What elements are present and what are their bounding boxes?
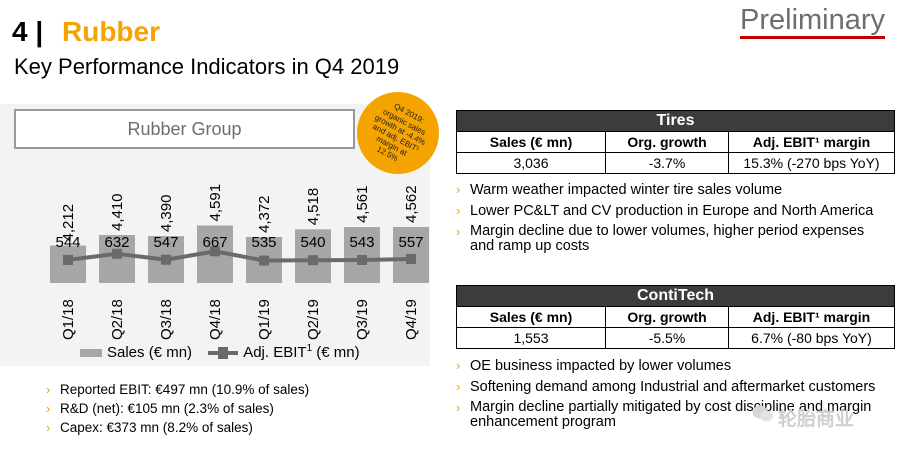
table-header-cell: Org. growth (605, 306, 729, 328)
ebit-point (63, 254, 73, 265)
preliminary-stamp: Preliminary (740, 4, 886, 39)
chart-legend: Sales (€ mn) Adj. EBIT1 (€ mn) (80, 343, 360, 361)
left-bullet: › Capex: €373 mn (8.2% of sales) (46, 420, 253, 435)
left-bullet: › R&D (net): €105 mn (2.3% of sales) (46, 401, 274, 416)
table-header-cell: Adj. EBIT¹ margin (728, 131, 895, 153)
ebit-point (161, 254, 171, 265)
ebit-value-label: 543 (349, 234, 374, 251)
ebit-value-label: 535 (251, 234, 276, 251)
category-label: Q4/19 (403, 299, 420, 340)
sales-value-label: 4,212 (60, 204, 77, 242)
category-label: Q1/19 (256, 299, 273, 340)
sales-value-label: 4,390 (158, 195, 175, 233)
table-header-cell: Org. growth (605, 131, 729, 153)
ebit-value-label: 557 (398, 234, 423, 251)
ebit-point (112, 248, 122, 259)
ebit-point (259, 255, 269, 266)
sales-value-label: 4,562 (403, 185, 420, 223)
table-cell: 6.7% (-80 bps YoY) (728, 327, 895, 349)
legend-sales-swatch (80, 349, 102, 358)
ebit-point (210, 246, 220, 257)
sales-value-label: 4,410 (109, 193, 126, 231)
ebit-value-label: 540 (300, 234, 325, 251)
table-cell: -3.7% (605, 152, 729, 174)
sales-value-label: 4,591 (207, 184, 224, 222)
sales-ebit-chart: 4,212 Q1/18 4,410 Q2/18 4,390 Q3/18 4,591 Q4/18… (50, 184, 429, 340)
section-title: Rubber (62, 16, 160, 47)
contitech-header: ContiTech (456, 285, 895, 307)
table-header-cell: Adj. EBIT¹ margin (728, 306, 895, 328)
ebit-point (308, 255, 318, 266)
legend-ebit-label: Adj. EBIT1 (€ mn) (243, 343, 360, 361)
legend-sales-label: Sales (€ mn) (107, 344, 193, 361)
page-subtitle: Key Performance Indicators in Q4 2019 (14, 54, 400, 79)
sales-value-label: 4,561 (354, 186, 371, 224)
ebit-line (67, 249, 412, 263)
table-header-cell: Sales (€ mn) (456, 131, 606, 153)
category-label: Q1/18 (60, 299, 77, 340)
category-label: Q3/18 (158, 299, 175, 340)
ebit-value-label: 544 (55, 234, 80, 251)
section-number: 4 | (12, 16, 44, 47)
table-cell: 1,553 (456, 327, 606, 349)
table-cell: -5.5% (605, 327, 729, 349)
tires-bullet: › Margin decline due to lower volumes, hi… (456, 223, 865, 254)
wechat-icon (752, 405, 773, 422)
rubber-group-label: Rubber Group (14, 109, 355, 149)
category-label: Q3/19 (354, 299, 371, 340)
ebit-value-label: 632 (104, 234, 129, 251)
ebit-value-label: 667 (202, 234, 227, 251)
watermark-text: 轮胎商业 (778, 409, 855, 430)
tires-bullet: › Warm weather impacted winter tire sales… (456, 182, 783, 198)
table-cell: 15.3% (-270 bps YoY) (728, 152, 895, 174)
sales-value-label: 4,518 (305, 188, 322, 226)
left-bullet: › Reported EBIT: €497 mn (10.9% of sales) (46, 382, 310, 397)
ebit-point (357, 254, 367, 265)
table-cell: 3,036 (456, 152, 606, 174)
table-header-cell: Sales (€ mn) (456, 306, 606, 328)
tires-header: Tires (456, 110, 895, 132)
contitech-bullet: › OE business impacted by lower volumes (456, 358, 732, 374)
contitech-bullet: › Margin decline partially mitigated by c… (456, 399, 872, 430)
ebit-point (406, 254, 416, 265)
tires-bullet: › Lower PC&LT and CV production in Europe… (456, 203, 874, 219)
ebit-value-label: 547 (153, 234, 178, 251)
category-label: Q2/18 (109, 299, 126, 340)
highlight-badge (357, 92, 439, 174)
contitech-bullet: › Softening demand among Industrial and a… (456, 379, 876, 395)
category-label: Q2/19 (305, 299, 322, 340)
contitech-kpi-table: Sales (€ mn) Org. growth Adj. EBIT¹ marg… (456, 306, 895, 349)
tires-kpi-table: Sales (€ mn) Org. growth Adj. EBIT¹ marg… (456, 131, 895, 174)
legend-ebit-swatch (208, 347, 239, 360)
category-label: Q4/18 (207, 299, 224, 340)
sales-value-label: 4,372 (256, 195, 273, 233)
sales-bar (99, 235, 135, 283)
